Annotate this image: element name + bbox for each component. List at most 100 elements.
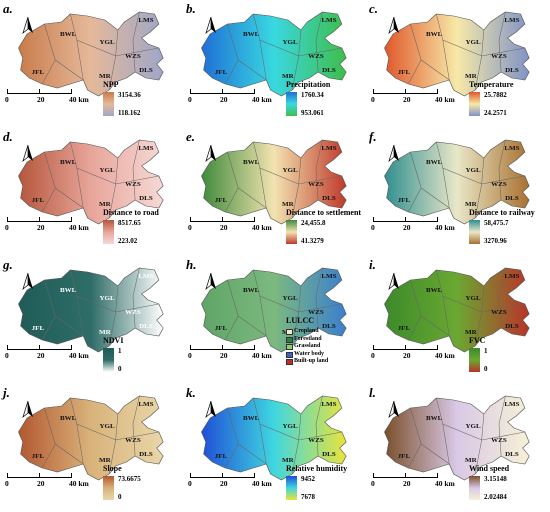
town-label: DLS <box>505 195 519 202</box>
town-label: YGL <box>282 39 298 46</box>
scale-label: 40 km <box>435 223 455 232</box>
legend-min: 953.061 <box>301 109 324 117</box>
boundary-line <box>442 167 525 185</box>
study-area <box>201 139 347 225</box>
town-label: WZS <box>308 437 324 444</box>
scale-bar: 0 20 40 km <box>369 86 459 112</box>
boundary-line <box>224 151 239 213</box>
boundary-line <box>253 397 267 465</box>
scale-bar: 0 20 40 km <box>3 86 93 112</box>
town-label: BWL <box>426 159 443 166</box>
town-label: WZS <box>308 181 324 188</box>
boundary-line <box>442 39 525 57</box>
map-legend: FVC 1 0 <box>469 336 547 376</box>
scale-label: 40 km <box>252 479 272 488</box>
town-label: WZS <box>491 309 507 316</box>
town-label: LMS <box>138 401 153 408</box>
panel-label: e. <box>186 129 196 144</box>
legend-min: 7678 <box>301 493 315 501</box>
town-label: MR <box>465 457 477 464</box>
boundary-line <box>55 59 84 81</box>
boundary-line <box>436 269 450 337</box>
scale-label: 40 km <box>252 95 272 104</box>
legend-title: Precipitation <box>286 80 331 89</box>
boundary-line <box>253 141 267 209</box>
scale-label: 20 <box>403 95 411 104</box>
scale-label: 0 <box>5 479 9 488</box>
town-label: YGL <box>465 39 481 46</box>
scale-label: 20 <box>37 95 45 104</box>
legend-max: 3.15148 <box>484 475 507 483</box>
town-label: DLS <box>139 451 153 458</box>
legend-category-name: Grassland <box>294 343 321 349</box>
north-arrow-icon <box>205 272 216 290</box>
north-arrow-icon <box>388 16 399 34</box>
panel-label: f. <box>369 129 377 144</box>
scale-label: 20 <box>37 223 45 232</box>
legend-min: 24.2571 <box>484 109 507 117</box>
legend-category: Forestland <box>286 336 322 343</box>
legend-min: 3270.96 <box>484 237 507 245</box>
boundary-line <box>132 267 140 329</box>
town-label: WZS <box>491 53 507 60</box>
boundary-line <box>76 167 159 185</box>
scale-label: 0 <box>5 351 9 360</box>
legend-color-ramp <box>103 92 114 116</box>
map-panel: BWL YGL LMS JFL MR WZS DLS l. 0 20 40 km Wind speed… <box>366 384 549 512</box>
scale-label: 40 km <box>69 223 89 232</box>
scale-bar: 0 20 40 km <box>186 342 276 368</box>
town-label: BWL <box>426 415 443 422</box>
map-panel: BWL YGL LMS JFL MR WZS DLS a. 0 20 40 km NPP 3154.36… <box>0 0 183 128</box>
scale-label: 20 <box>37 351 45 360</box>
scale-label: 0 <box>371 351 375 360</box>
boundary-line <box>436 13 450 81</box>
legend-max: 3154.36 <box>118 91 141 99</box>
scale-label: 20 <box>220 95 228 104</box>
boundary-line <box>421 443 450 465</box>
boundary-line <box>442 295 525 313</box>
panel-label: c. <box>369 1 379 16</box>
scale-bar: 0 20 40 km <box>3 342 93 368</box>
scale-label: 0 <box>188 351 192 360</box>
boundary-line <box>259 39 342 57</box>
north-arrow-icon <box>388 144 399 162</box>
town-label: BWL <box>243 159 260 166</box>
boundary-line <box>224 279 239 341</box>
north-arrow-icon <box>205 400 216 418</box>
town-label: DLS <box>322 67 336 74</box>
town-label: MR <box>465 329 477 336</box>
town-label: JFL <box>215 69 228 76</box>
town-label: LMS <box>504 273 519 280</box>
boundary-line <box>315 267 323 329</box>
legend-title: Wind speed <box>469 464 510 473</box>
town-label: JFL <box>398 69 411 76</box>
town-label: YGL <box>282 167 298 174</box>
legend-color-ramp <box>103 348 114 372</box>
legend-min: 0 <box>118 493 122 501</box>
town-label: MR <box>99 73 111 80</box>
boundary-line <box>253 13 267 81</box>
boundary-line <box>253 269 267 337</box>
legend-max: 1 <box>118 347 122 355</box>
town-label: DLS <box>505 451 519 458</box>
boundary-line <box>436 141 450 209</box>
town-label: JFL <box>215 325 228 332</box>
panel-label: i. <box>369 257 376 272</box>
scale-label: 20 <box>37 479 45 488</box>
town-label: WZS <box>491 437 507 444</box>
legend-title: Relative humidity <box>286 464 348 473</box>
town-label: BWL <box>60 159 77 166</box>
panel-label: g. <box>3 257 13 272</box>
scale-label: 0 <box>371 479 375 488</box>
legend-min: 41.3279 <box>301 237 324 245</box>
study-area <box>201 267 347 353</box>
map-legend: Relative humidity 9452 7678 <box>286 464 364 504</box>
scale-bar: 0 20 40 km <box>186 86 276 112</box>
legend-max: 73.6675 <box>118 475 141 483</box>
scale-label: 40 km <box>69 479 89 488</box>
